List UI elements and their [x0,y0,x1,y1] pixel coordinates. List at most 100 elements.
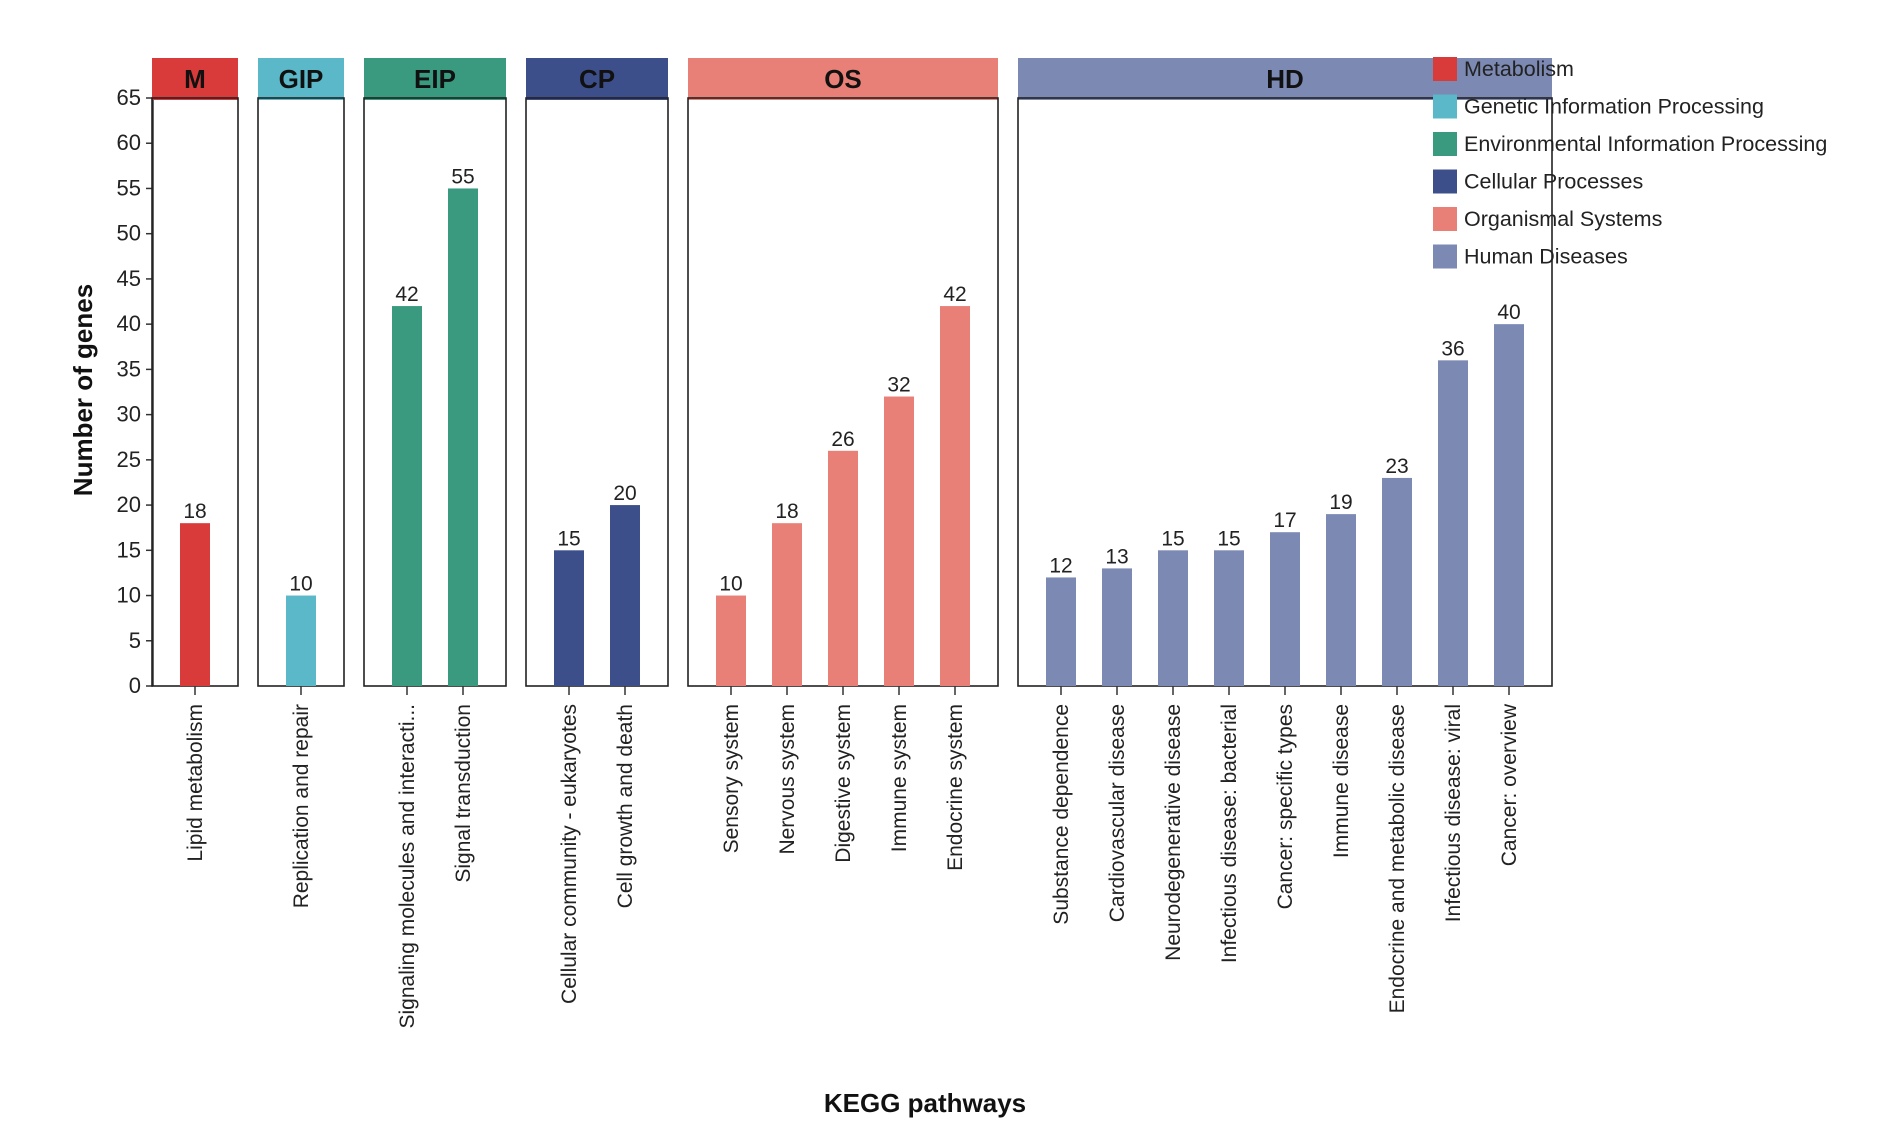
x-tick-label: Immune system [888,704,911,852]
y-tick-label: 25 [117,447,141,472]
bar-value-label: 15 [1161,527,1184,550]
bar-sensory-system [716,595,746,686]
legend-label-os: Organismal Systems [1464,207,1662,231]
y-tick-label: 65 [117,85,141,110]
legend-label-hd: Human Diseases [1464,245,1628,269]
group-header-label-eip: EIP [414,64,456,94]
y-tick-label: 10 [117,583,141,608]
x-tick-label: Cardiovascular disease [1106,704,1129,922]
legend-label-eip: Environmental Information Processing [1464,132,1827,156]
bar-value-label: 17 [1273,509,1296,532]
group-header-os [688,58,998,100]
bar-value-label: 42 [943,283,966,306]
bar-infectious-disease-bacterial [1214,550,1244,686]
bar-infectious-disease-viral [1438,360,1468,686]
y-tick-label: 30 [117,402,141,427]
x-tick-label: Substance dependence [1050,704,1073,925]
x-tick-label: Replication and repair [290,704,313,908]
bar-immune-system [884,396,914,686]
bar-immune-disease [1326,514,1356,686]
group-header-gip [258,58,344,100]
y-tick-label: 60 [117,130,141,155]
legend-swatch-m [1433,57,1457,81]
group-panel-cp [525,97,669,687]
x-tick-label: Lipid metabolism [184,704,207,862]
x-tick-label: Signal transduction [452,704,475,883]
group-header-cp [526,58,668,100]
bar-replication-and-repair [286,595,316,686]
x-tick-label: Infectious disease: viral [1442,704,1465,922]
legend-label-cp: Cellular Processes [1464,170,1643,194]
bar-value-label: 12 [1049,554,1072,577]
y-tick-label: 50 [117,221,141,246]
bar-substance-dependence [1046,577,1076,686]
group-header-hd [1018,58,1552,100]
x-tick-label: Nervous system [776,704,799,855]
bar-value-label: 20 [613,482,636,505]
legend-swatch-hd [1433,244,1457,269]
x-tick-label: Signaling molecules and interacti... [396,704,419,1029]
bar-value-label: 26 [831,428,854,451]
bar-digestive-system [828,450,858,686]
x-tick-label: Cancer: specific types [1274,704,1297,909]
group-panel-eip [363,97,507,687]
x-tick-label: Neurodegenerative disease [1162,704,1185,961]
bar-neurodegenerative-disease [1158,550,1188,686]
group-header-label-hd: HD [1266,64,1304,94]
bar-cardiovascular-disease [1102,568,1132,686]
bar-cancer-overview [1494,324,1524,686]
group-header-m [152,58,238,100]
bar-nervous-system [772,523,802,686]
x-tick-label: Sensory system [720,704,743,853]
x-tick-label: Cellular community - eukaryotes [558,704,581,1004]
group-header-label-gip: GIP [279,64,324,94]
bar-endocrine-and-metabolic-disease [1382,477,1412,686]
legend-swatch-cp [1433,169,1457,194]
bar-cancer-specific-types [1270,532,1300,686]
legend-label-gip: Genetic Information Processing [1464,95,1764,119]
bar-signaling-molecules-and-interacti [392,306,422,686]
y-tick-label: 40 [117,311,141,336]
x-tick-label: Cell growth and death [614,704,637,908]
bar-endocrine-system [940,306,970,686]
y-tick-label: 5 [129,628,141,653]
bar-value-label: 10 [719,573,742,596]
bar-value-label: 42 [395,283,418,306]
legend-swatch-eip [1433,132,1457,156]
x-axis-title: KEGG pathways [824,1088,1026,1118]
y-axis-title: Number of genes [68,284,98,496]
y-tick-label: 15 [117,537,141,562]
y-tick-label: 45 [117,266,141,291]
x-tick-label: Cancer: overview [1498,703,1521,866]
bar-value-label: 13 [1105,545,1128,568]
bar-value-label: 23 [1385,455,1408,478]
group-header-label-os: OS [824,64,862,94]
bar-value-label: 18 [775,500,798,523]
bar-value-label: 55 [451,165,474,188]
bar-value-label: 15 [557,527,580,550]
bar-cellular-community-eukaryotes [554,550,584,686]
bar-value-label: 19 [1329,491,1352,514]
group-header-label-m: M [184,64,206,94]
x-tick-label: Endocrine and metabolic disease [1386,704,1409,1013]
y-tick-label: 35 [117,356,141,381]
group-header-eip [364,58,506,100]
y-tick-label: 55 [117,175,141,200]
bar-value-label: 18 [183,500,206,523]
bar-value-label: 10 [289,573,312,596]
x-tick-label: Endocrine system [944,704,967,871]
bar-cell-growth-and-death [610,505,640,686]
legend-label-m: Metabolism [1464,57,1574,81]
bar-lipid-metabolism [180,523,210,686]
x-tick-label: Infectious disease: bacterial [1218,704,1241,963]
legend-swatch-os [1433,207,1457,231]
x-tick-label: Immune disease [1330,704,1353,858]
bar-value-label: 36 [1441,337,1464,360]
legend-swatch-gip [1433,94,1457,119]
bar-value-label: 40 [1497,301,1520,324]
y-tick-label: 0 [129,673,141,698]
x-tick-label: Digestive system [832,704,855,863]
y-tick-label: 20 [117,492,141,517]
